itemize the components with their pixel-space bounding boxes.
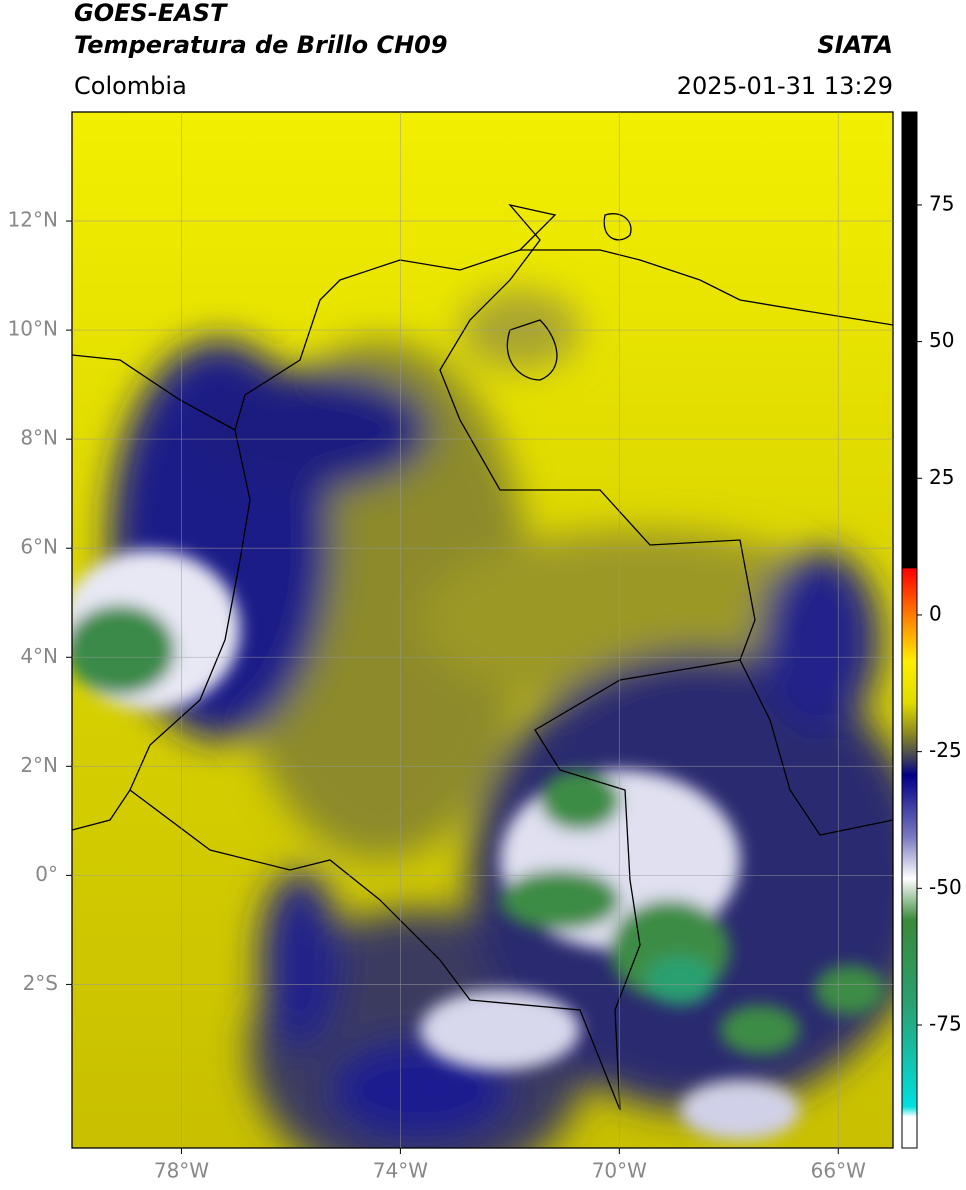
colorbar-tick-label: -75 [929,1011,962,1035]
x-tick-label: 70°W [592,1159,647,1183]
y-tick-label: 2°N [20,753,58,777]
y-tick-label: 6°N [20,535,58,559]
timestamp: 2025-01-31 13:29 [677,72,893,100]
y-tick-label: 4°N [20,644,58,668]
colorbar-tick-label: 25 [929,465,954,489]
y-tick-label: 8°N [20,426,58,450]
y-tick-label: 2°S [23,971,58,995]
satellite-image [72,112,893,1148]
title: GOES-EAST [74,0,228,27]
y-tick-label: 12°N [8,208,58,232]
y-tick-label: 10°N [8,317,58,341]
colorbar-tick-label: 50 [929,328,954,352]
colorbar-tick-label: -25 [929,738,962,762]
colorbar [901,111,918,1149]
x-tick-label: 66°W [811,1159,866,1183]
map-frame [71,111,894,1149]
colorbar-tick-label: 75 [929,191,954,215]
borders [72,203,893,1111]
x-tick-label: 78°W [154,1159,209,1183]
y-tick-label: 0° [35,862,58,886]
x-tick-label: 74°W [373,1159,428,1183]
subtitle: Temperatura de Brillo CH09 [74,31,448,59]
colorbar-tick-label: 0 [929,601,942,625]
source: SIATA [817,31,893,59]
colorbar-tick-label: -50 [929,875,962,899]
region: Colombia [74,72,187,100]
